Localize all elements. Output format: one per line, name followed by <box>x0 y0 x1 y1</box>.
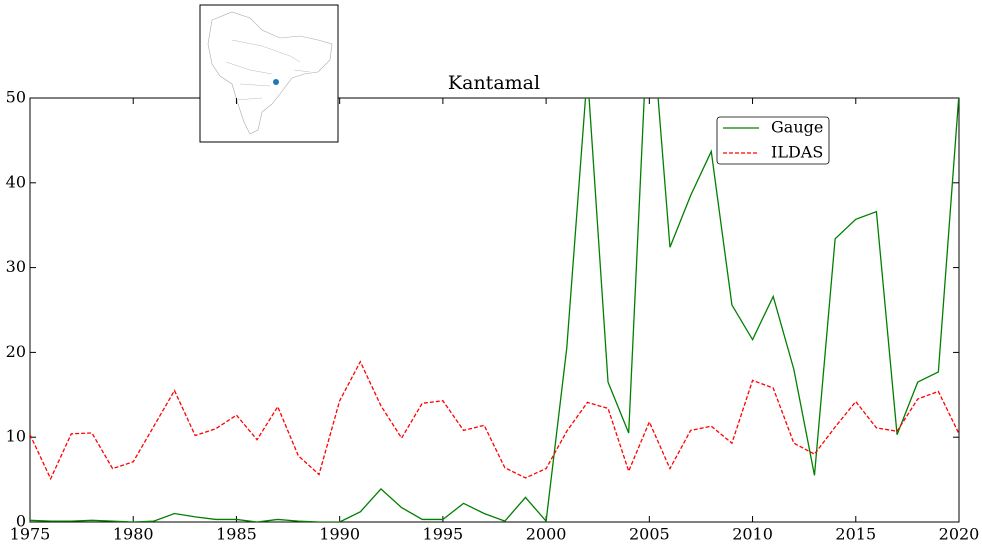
x-tick-label: 2020 <box>939 525 980 544</box>
x-tick-label: 1995 <box>423 525 464 544</box>
chart-title: Kantamal <box>448 72 540 94</box>
legend: Gauge ILDAS <box>716 116 830 165</box>
x-tick-label: 1980 <box>113 525 154 544</box>
legend-label: ILDAS <box>771 143 823 162</box>
x-tick-label: 2015 <box>835 525 876 544</box>
x-tick-label: 1975 <box>10 525 51 544</box>
x-tick-label: 2000 <box>526 525 567 544</box>
y-tick-label: 10 <box>6 427 26 446</box>
y-tick-label: 50 <box>6 88 26 107</box>
line-series <box>30 360 959 481</box>
x-tick-label: 2005 <box>629 525 670 544</box>
inset-map <box>199 4 339 143</box>
legend-label: Gauge <box>771 118 823 137</box>
plot-frame <box>29 97 960 523</box>
y-tick-label: 40 <box>6 172 26 191</box>
line-series <box>30 98 959 522</box>
y-tick-label: 20 <box>6 342 26 361</box>
x-tick-label: 2010 <box>732 525 773 544</box>
y-tick-label: 0 <box>16 512 26 531</box>
y-tick-label: 30 <box>6 257 26 276</box>
x-tick-label: 1985 <box>216 525 257 544</box>
x-tick-label: 1990 <box>319 525 360 544</box>
